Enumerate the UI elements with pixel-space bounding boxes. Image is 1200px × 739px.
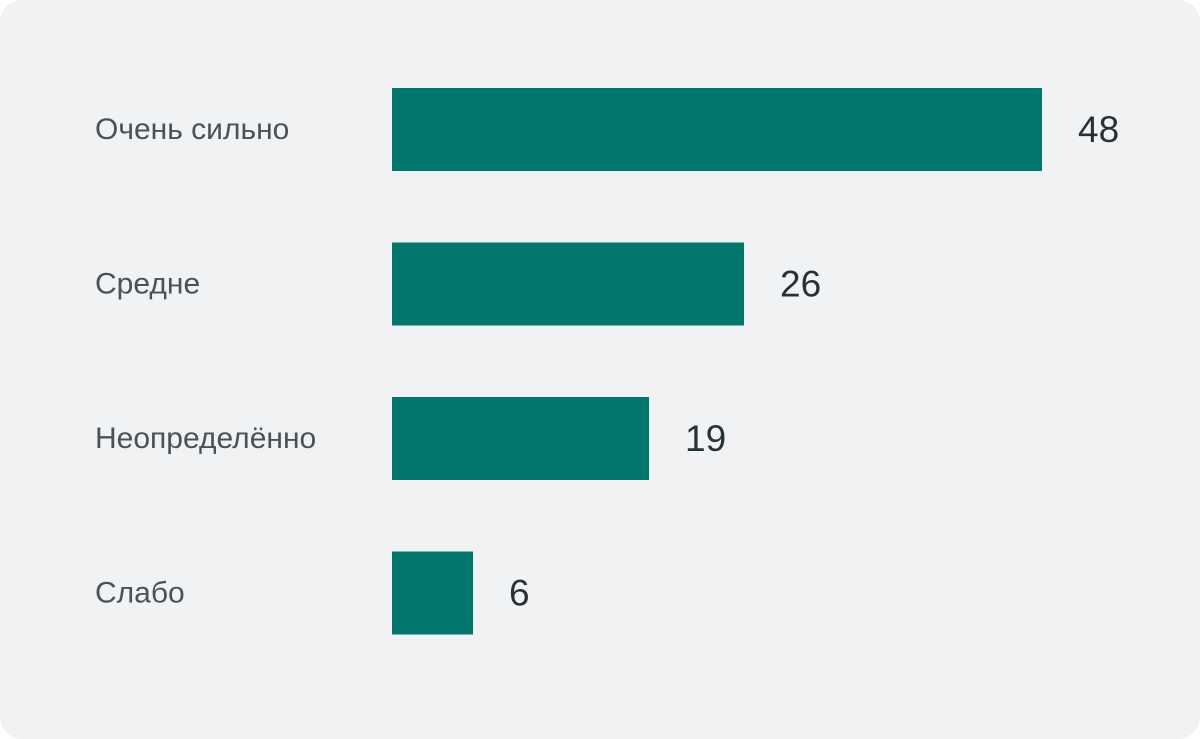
value-label: 26 [780, 264, 821, 305]
category-label: Слабо [95, 577, 185, 610]
value-label: 48 [1078, 109, 1119, 150]
value-label: 19 [685, 418, 726, 459]
bar [392, 397, 649, 480]
category-label: Неопределённо [95, 422, 316, 455]
bar [392, 88, 1042, 171]
category-label: Очень сильно [95, 113, 289, 146]
category-label: Средне [95, 268, 200, 301]
value-label: 6 [509, 573, 530, 614]
bar [392, 551, 473, 635]
bar [392, 242, 744, 326]
